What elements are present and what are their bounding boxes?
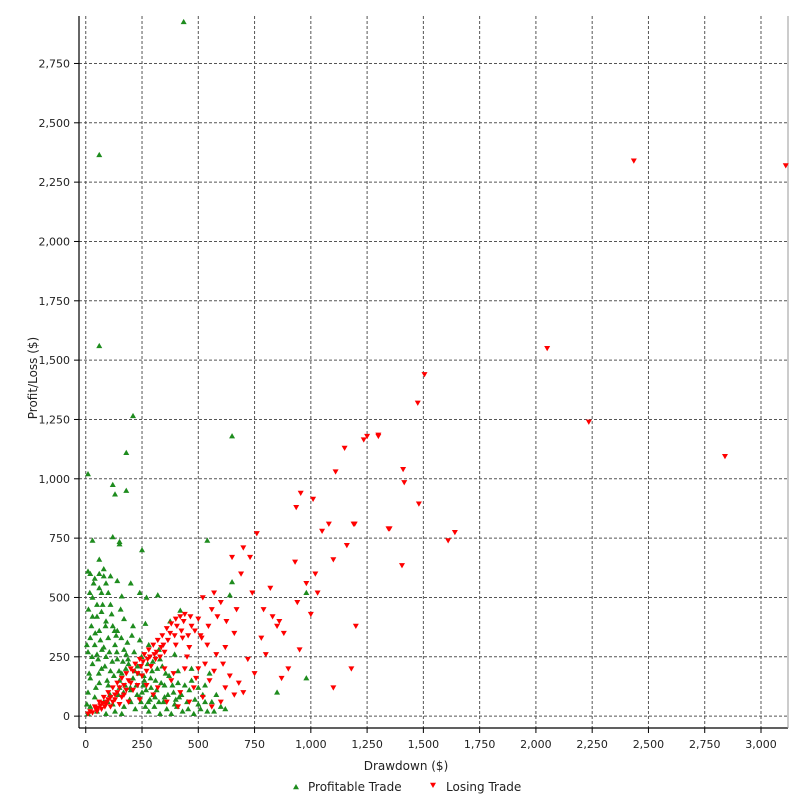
x-tick-label: 1,000	[295, 738, 327, 751]
y-tick-label: 2,500	[39, 117, 71, 130]
y-tick-label: 1,500	[39, 354, 71, 367]
legend-marker-losing-trade	[430, 783, 436, 788]
legend-label-profitable-trade: Profitable Trade	[308, 780, 402, 794]
legend-label-losing-trade: Losing Trade	[446, 780, 521, 794]
y-tick-label: 2,750	[39, 57, 71, 70]
x-axis-title: Drawdown ($)	[364, 759, 449, 773]
x-tick-label: 1,500	[408, 738, 440, 751]
x-tick-label: 250	[132, 738, 153, 751]
x-tick-label: 1,750	[464, 738, 496, 751]
y-tick-label: 2,000	[39, 235, 71, 248]
legend-marker-profitable-trade	[293, 784, 299, 789]
x-tick-label: 750	[244, 738, 265, 751]
x-tick-label: 2,000	[520, 738, 552, 751]
y-tick-label: 500	[49, 591, 70, 604]
y-tick-label: 0	[63, 710, 70, 723]
x-tick-label: 2,500	[633, 738, 665, 751]
y-axis-title: Profit/Loss ($)	[26, 337, 40, 419]
x-tick-label: 3,000	[745, 738, 777, 751]
legend: Profitable Trade Losing Trade	[293, 780, 521, 794]
x-tick-label: 0	[82, 738, 89, 751]
x-tick-label: 2,750	[689, 738, 721, 751]
x-tick-label: 1,250	[351, 738, 383, 751]
y-tick-label: 1,000	[39, 473, 71, 486]
x-axis-ticks: 0 250 500 750 1,000 1,250 1,500 1,750 2,000 2,250…	[82, 728, 776, 751]
y-tick-label: 2,250	[39, 176, 71, 189]
y-tick-label: 250	[49, 651, 70, 664]
y-tick-label: 1,250	[39, 413, 71, 426]
y-axis-ticks: 0 250 500 750 1,000 1,250 1,500 1,750 2,000 2,250…	[39, 57, 80, 723]
y-tick-label: 1,750	[39, 295, 71, 308]
x-tick-label: 500	[188, 738, 209, 751]
y-tick-label: 750	[49, 532, 70, 545]
x-tick-label: 2,250	[576, 738, 608, 751]
